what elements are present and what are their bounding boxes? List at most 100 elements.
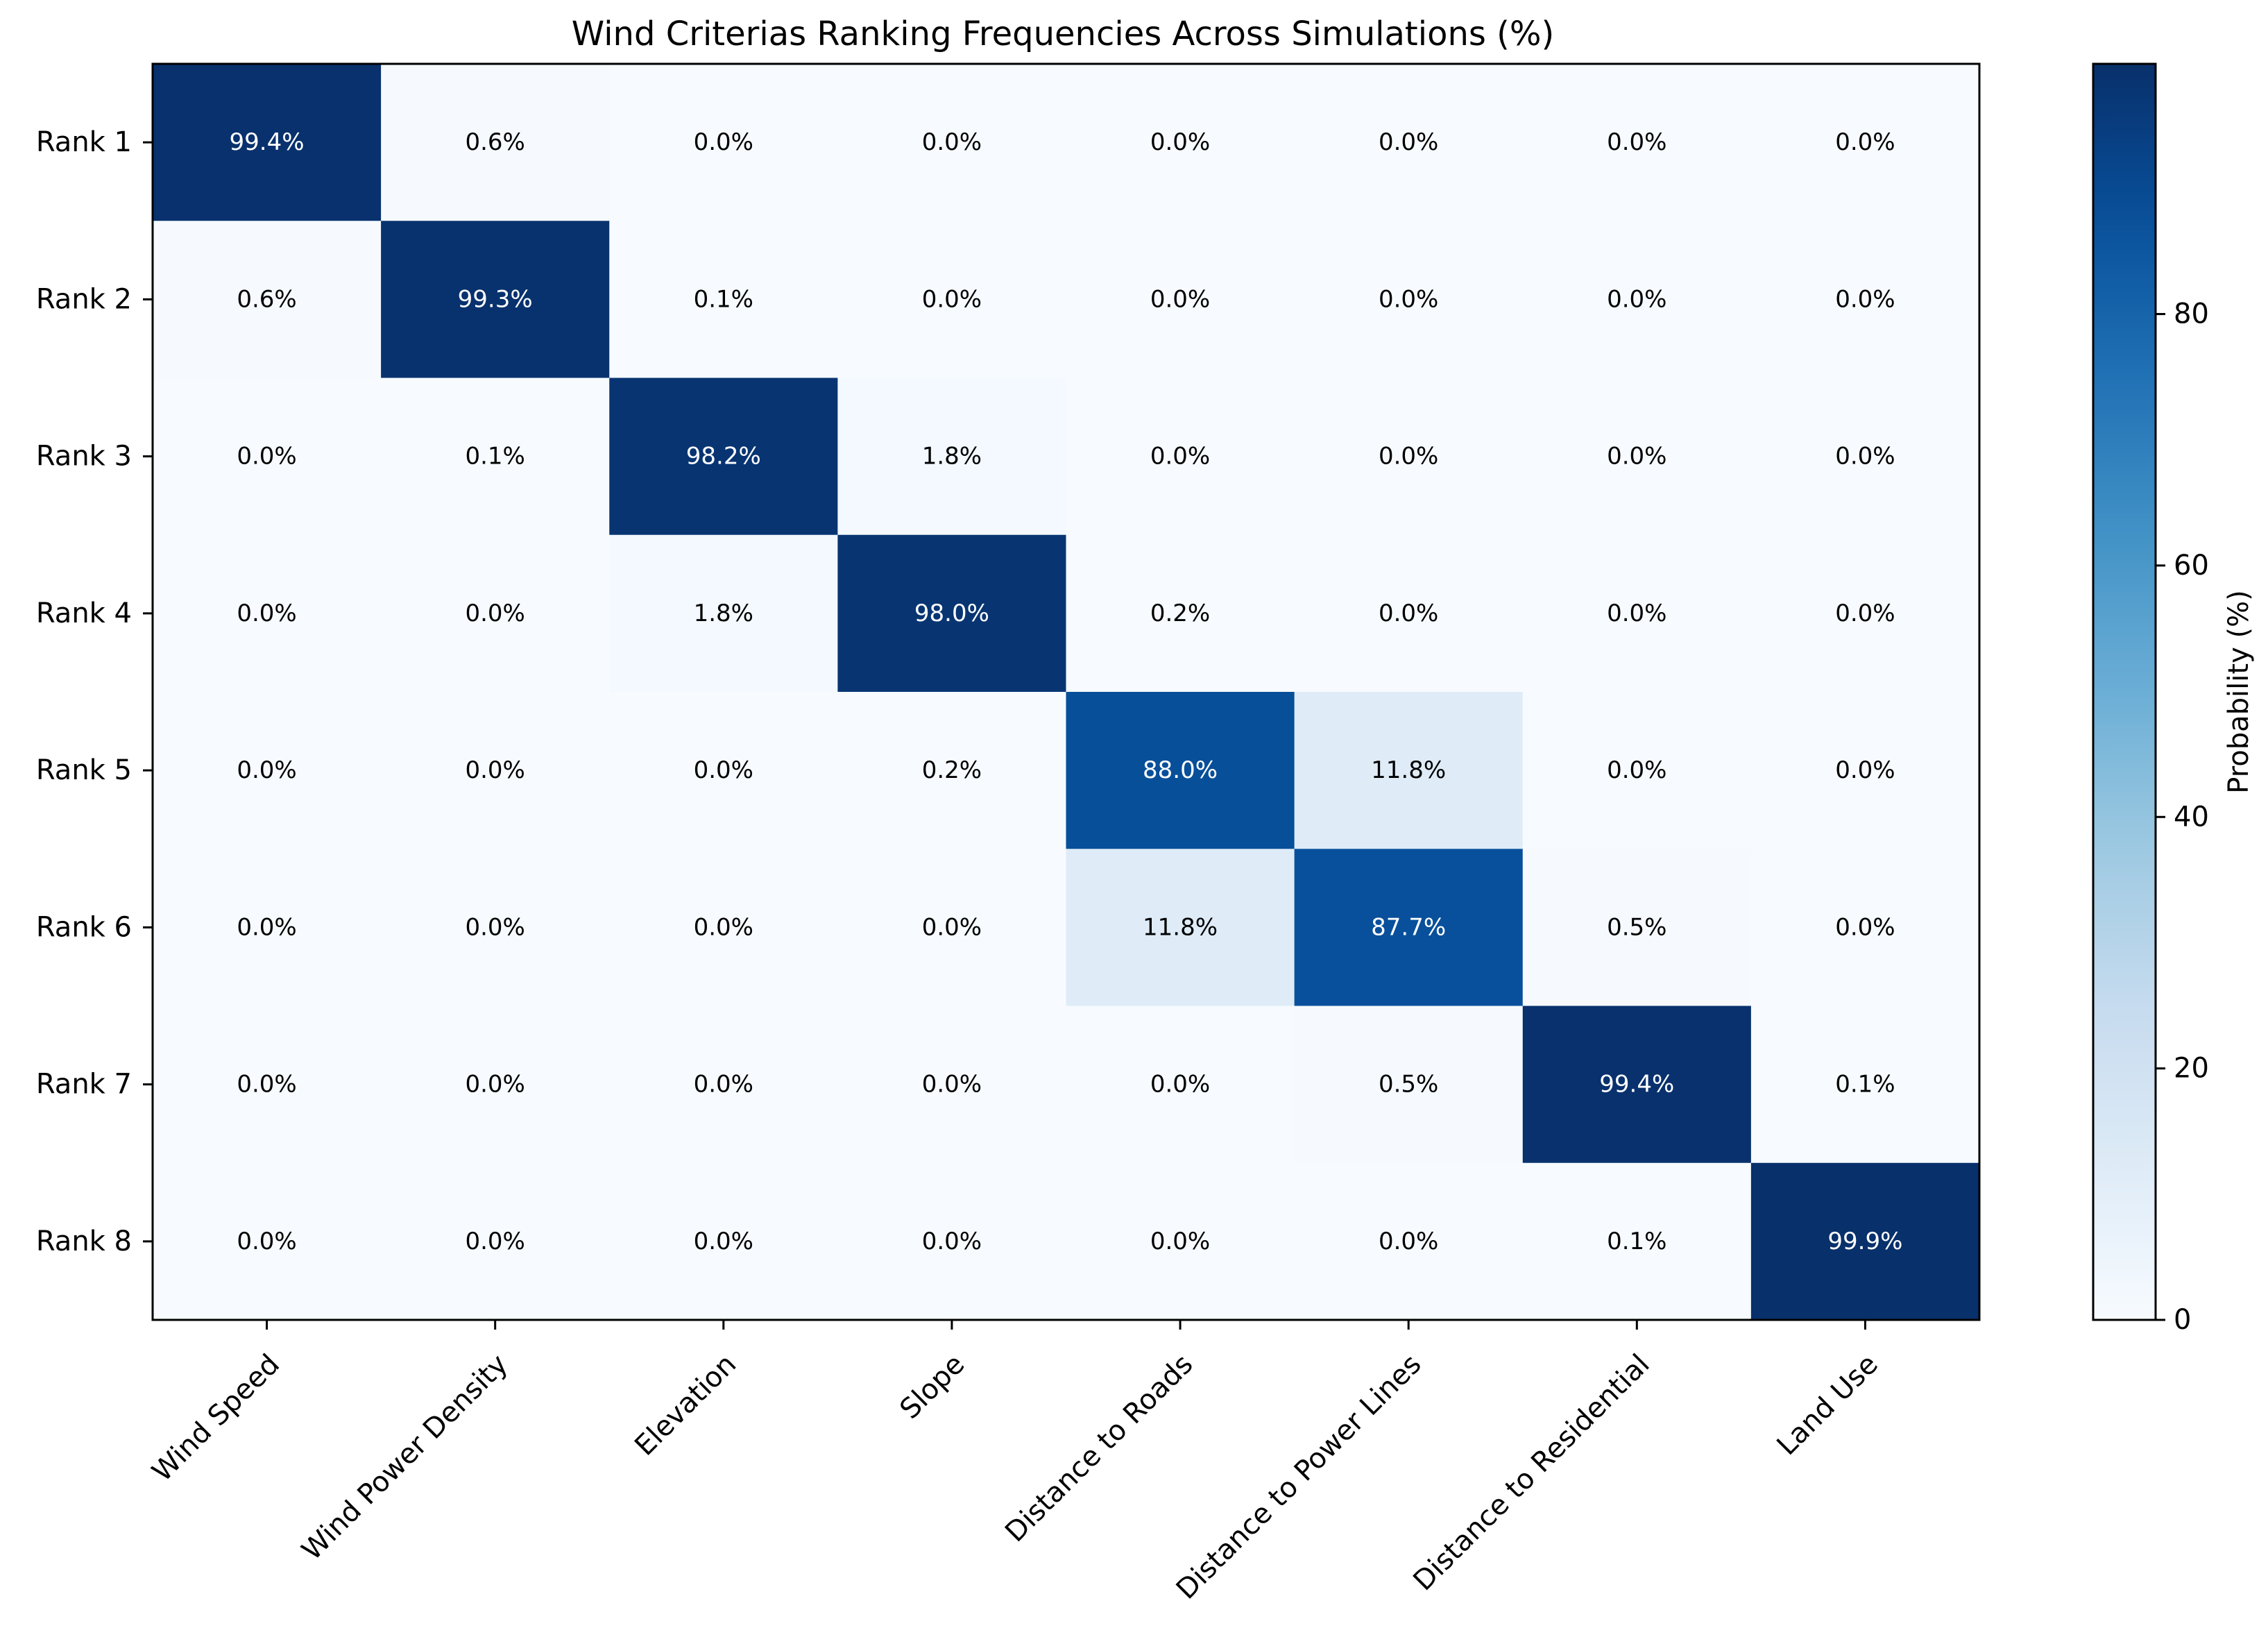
cell-value-label: 0.0% [922, 913, 982, 941]
heatmap-cell [1522, 221, 1752, 379]
cell-value-label: 88.0% [1143, 756, 1218, 784]
heatmap-cell [153, 221, 382, 379]
cell-value-label: 0.5% [1379, 1071, 1438, 1099]
cell-value-label: 98.0% [914, 600, 989, 627]
heatmap-cell [1066, 378, 1295, 536]
heatmap-cell [153, 378, 382, 536]
cell-value-label: 0.0% [465, 600, 525, 627]
cell-value-label: 1.8% [694, 600, 753, 627]
cell-value-label: 0.0% [694, 1228, 753, 1255]
heatmap-cell [153, 692, 382, 849]
heatmap-cell [837, 692, 1067, 849]
heatmap-cell [1522, 1006, 1752, 1164]
cell-value-label: 0.0% [237, 756, 296, 784]
heatmap-cell [153, 1006, 382, 1164]
colorbar-label: Probability (%) [2223, 590, 2255, 793]
heatmap-cell [1066, 534, 1295, 693]
cell-value-label: 11.8% [1371, 756, 1446, 784]
x-tick-label: Wind Speed [146, 1348, 286, 1488]
cell-value-label: 0.0% [922, 128, 982, 156]
heatmap-cells [153, 64, 1980, 1321]
heatmap-cell [1066, 692, 1295, 849]
colorbar: 0 20 40 60 80 Probability (%) [2092, 62, 2255, 1336]
x-tick-label: Distance to Roads [999, 1348, 1199, 1548]
heatmap-cell [153, 534, 382, 693]
x-axis: Wind Speed Wind Power Density Elevation Slo… [146, 1320, 1884, 1606]
heatmap-cell [609, 534, 838, 693]
cell-value-label: 0.0% [1835, 285, 1895, 313]
cell-value-label: 0.0% [922, 1071, 982, 1099]
heatmap-cell [1522, 64, 1752, 221]
cell-value-label: 0.0% [1835, 756, 1895, 784]
heatmap-cell [1066, 1006, 1295, 1164]
cell-value-label: 0.5% [1607, 913, 1666, 941]
cell-value-label: 0.0% [1607, 756, 1666, 784]
heatmap-cell [837, 378, 1067, 536]
cell-value-label: 0.6% [237, 285, 296, 313]
heatmap-cell [381, 221, 610, 379]
cell-value-label: 98.2% [686, 443, 761, 470]
heatmap-cell [837, 849, 1067, 1007]
cell-value-label: 0.0% [1150, 1071, 1210, 1099]
colorbar-tick-label: 80 [2174, 298, 2209, 330]
heatmap-cell [609, 692, 838, 849]
cell-value-label: 11.8% [1143, 913, 1218, 941]
colorbar-ticks: 0 20 40 60 80 [2156, 298, 2209, 1336]
cell-value-label: 0.1% [1835, 1071, 1895, 1099]
heatmap-cell [1750, 221, 1980, 379]
x-tick-label: Distance to Power Lines [1170, 1348, 1428, 1606]
cell-value-label: 0.0% [922, 1228, 982, 1255]
heatmap-cell [1750, 378, 1980, 536]
cell-value-label: 0.0% [1150, 1228, 1210, 1255]
cell-value-label: 0.0% [1379, 285, 1438, 313]
cell-value-label: 0.2% [1150, 600, 1210, 627]
cell-value-label: 0.0% [237, 1228, 296, 1255]
plot-frame [151, 62, 1981, 1321]
colorbar-tick-label: 60 [2174, 550, 2209, 582]
cell-value-label: 0.0% [1607, 128, 1666, 156]
cell-value-label: 0.0% [1150, 128, 1210, 156]
cell-value-label: 0.0% [694, 913, 753, 941]
heatmap-cell [1294, 1006, 1524, 1164]
y-tick-label: Rank 5 [36, 754, 132, 786]
cell-value-label: 0.0% [465, 756, 525, 784]
heatmap-cell [1750, 1162, 1980, 1321]
heatmap-cell [1294, 849, 1524, 1007]
cell-value-label: 0.0% [1835, 600, 1895, 627]
y-tick-label: Rank 8 [36, 1226, 132, 1257]
heatmap-cell [1750, 849, 1980, 1007]
heatmap-cell [1294, 64, 1524, 221]
cell-value-label: 0.0% [1607, 285, 1666, 313]
heatmap-cell [153, 1162, 382, 1321]
heatmap-cell [381, 64, 610, 221]
colorbar-gradient [2092, 62, 2157, 1321]
heatmap-cell [381, 378, 610, 536]
heatmap-cell [609, 1162, 838, 1321]
cell-value-label: 0.1% [694, 285, 753, 313]
y-tick-label: Rank 2 [36, 283, 132, 315]
x-tick-label: Land Use [1771, 1348, 1884, 1461]
cell-value-label: 0.1% [1607, 1228, 1666, 1255]
heatmap-cell [1066, 64, 1295, 221]
cell-value-label: 0.0% [1835, 128, 1895, 156]
heatmap-cell [1294, 378, 1524, 536]
cell-value-label: 0.0% [1379, 600, 1438, 627]
heatmap-cell [381, 692, 610, 849]
heatmap-cell [1294, 1162, 1524, 1321]
heatmap-cell [153, 64, 382, 221]
cell-value-label: 0.0% [694, 1071, 753, 1099]
cell-value-label: 0.6% [465, 128, 525, 156]
cell-value-label: 1.8% [922, 443, 982, 470]
cell-value-label: 0.2% [922, 756, 982, 784]
x-tick-label: Distance to Residential [1407, 1348, 1655, 1597]
heatmap-cell [1066, 1162, 1295, 1321]
heatmap-cell [1522, 378, 1752, 536]
cell-value-label: 0.0% [465, 1228, 525, 1255]
cell-value-label: 0.0% [922, 285, 982, 313]
y-tick-label: Rank 4 [36, 597, 132, 629]
y-tick-label: Rank 7 [36, 1069, 132, 1101]
heatmap-cell [1750, 64, 1980, 221]
cell-value-label: 99.3% [458, 285, 533, 313]
heatmap-cell [609, 221, 838, 379]
cell-value-label: 99.4% [230, 128, 305, 156]
